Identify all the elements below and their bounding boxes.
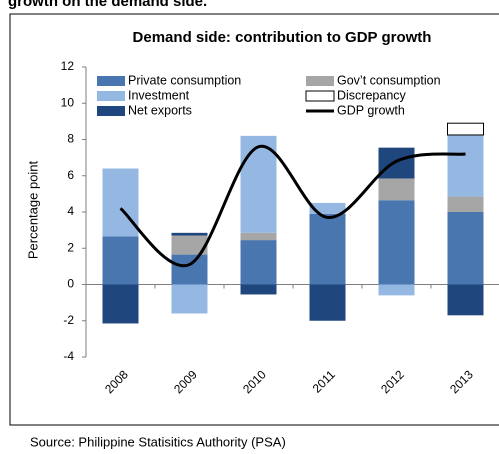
y-tick-label: -4 — [63, 349, 74, 363]
bar-segment — [171, 254, 208, 285]
legend-swatch — [97, 106, 125, 116]
legend-label: Gov’t consumption — [337, 73, 441, 87]
bar-segment — [378, 178, 415, 201]
y-axis-label: Percentage point — [25, 160, 40, 259]
x-tick-label: 2009 — [171, 367, 200, 396]
bar-segment — [447, 284, 484, 316]
legend-label: Discrepancy — [337, 88, 407, 102]
bar-segment — [102, 284, 139, 324]
bar-segment — [240, 135, 277, 233]
y-tick-label: 6 — [67, 168, 74, 182]
bar-segment — [102, 168, 139, 237]
y-tick-label: 10 — [61, 95, 75, 109]
legend-label: Net exports — [128, 103, 192, 117]
y-tick-label: 8 — [67, 132, 74, 146]
bar-segment — [309, 213, 346, 285]
bar-segment — [309, 284, 346, 321]
bar-segment — [447, 134, 484, 197]
chart-frame — [9, 13, 499, 426]
bar-segment — [171, 232, 208, 236]
legend-swatch — [306, 76, 334, 86]
y-tick-label: -2 — [63, 313, 74, 327]
heading: growth on the demand side. — [8, 0, 207, 10]
y-tick-label: 4 — [67, 204, 74, 218]
bar-segment — [447, 196, 484, 212]
bar-segment — [240, 232, 277, 241]
x-tick-label: 2010 — [240, 367, 269, 396]
legend-label: Private consumption — [128, 73, 241, 87]
bar-segment — [378, 147, 415, 179]
bar-segment — [378, 284, 415, 296]
y-tick-label: 12 — [61, 59, 75, 73]
legend-swatch — [305, 90, 335, 102]
bar-segment — [447, 122, 484, 136]
legend-label: GDP growth — [337, 103, 405, 117]
legend-swatch — [97, 76, 125, 86]
bar-segment — [378, 200, 415, 285]
source: Source: Philippine Statisitics Authority… — [30, 434, 286, 449]
line — [119, 144, 466, 268]
x-tick-label: 2013 — [447, 367, 476, 396]
x-tick-label: 2011 — [310, 367, 338, 395]
bar-segment — [102, 236, 139, 285]
x-tick-label: 2012 — [378, 367, 407, 396]
bar-segment — [240, 240, 277, 285]
x-tick-label: 2008 — [102, 367, 131, 396]
bar-segment — [309, 202, 346, 214]
chart-title: Demand side: contribution to GDP growth — [133, 29, 432, 46]
bar-segment — [447, 212, 484, 285]
bar-segment — [171, 235, 208, 255]
y-tick-label: 0 — [67, 277, 74, 291]
bar-segment — [240, 284, 277, 295]
y-tick-label: 2 — [67, 240, 74, 254]
legend-label: Investment — [128, 88, 190, 102]
legend-swatch — [97, 91, 125, 101]
bar-segment — [171, 284, 208, 314]
